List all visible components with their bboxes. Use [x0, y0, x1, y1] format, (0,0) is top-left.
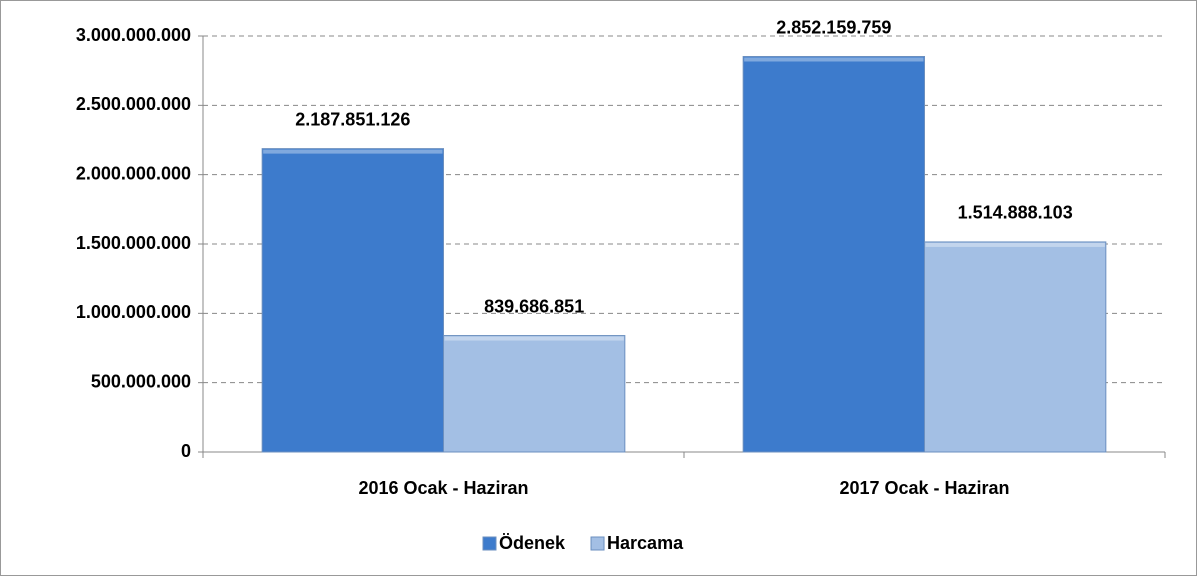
legend-swatch — [482, 536, 497, 551]
value-label: 1.514.888.103 — [958, 203, 1073, 223]
y-tick-label: 1.000.000.000 — [76, 302, 191, 322]
value-label: 2.852.159.759 — [776, 17, 891, 37]
bar — [742, 56, 926, 453]
bar — [443, 335, 626, 453]
y-tick-label: 3.000.000.000 — [76, 25, 191, 45]
legend-label: Ödenek — [499, 533, 566, 553]
value-label: 2.187.851.126 — [295, 109, 410, 129]
y-tick-label: 0 — [181, 441, 191, 461]
y-tick-label: 500.000.000 — [91, 371, 191, 391]
bar — [924, 241, 1107, 453]
bar — [261, 148, 444, 453]
y-tick-label: 2.500.000.000 — [76, 94, 191, 114]
x-tick-label: 2017 Ocak - Haziran — [839, 478, 1009, 498]
bar-bevel — [925, 242, 1105, 247]
legend-label: Harcama — [607, 533, 684, 553]
bar-bevel — [444, 336, 624, 341]
legend-swatch — [590, 536, 605, 551]
bar-bevel — [744, 57, 924, 62]
y-tick-label: 1.500.000.000 — [76, 233, 191, 253]
y-tick-label: 2.000.000.000 — [76, 163, 191, 183]
bar-bevel — [263, 149, 443, 154]
x-tick-label: 2016 Ocak - Haziran — [358, 478, 528, 498]
value-label: 839.686.851 — [484, 296, 584, 316]
